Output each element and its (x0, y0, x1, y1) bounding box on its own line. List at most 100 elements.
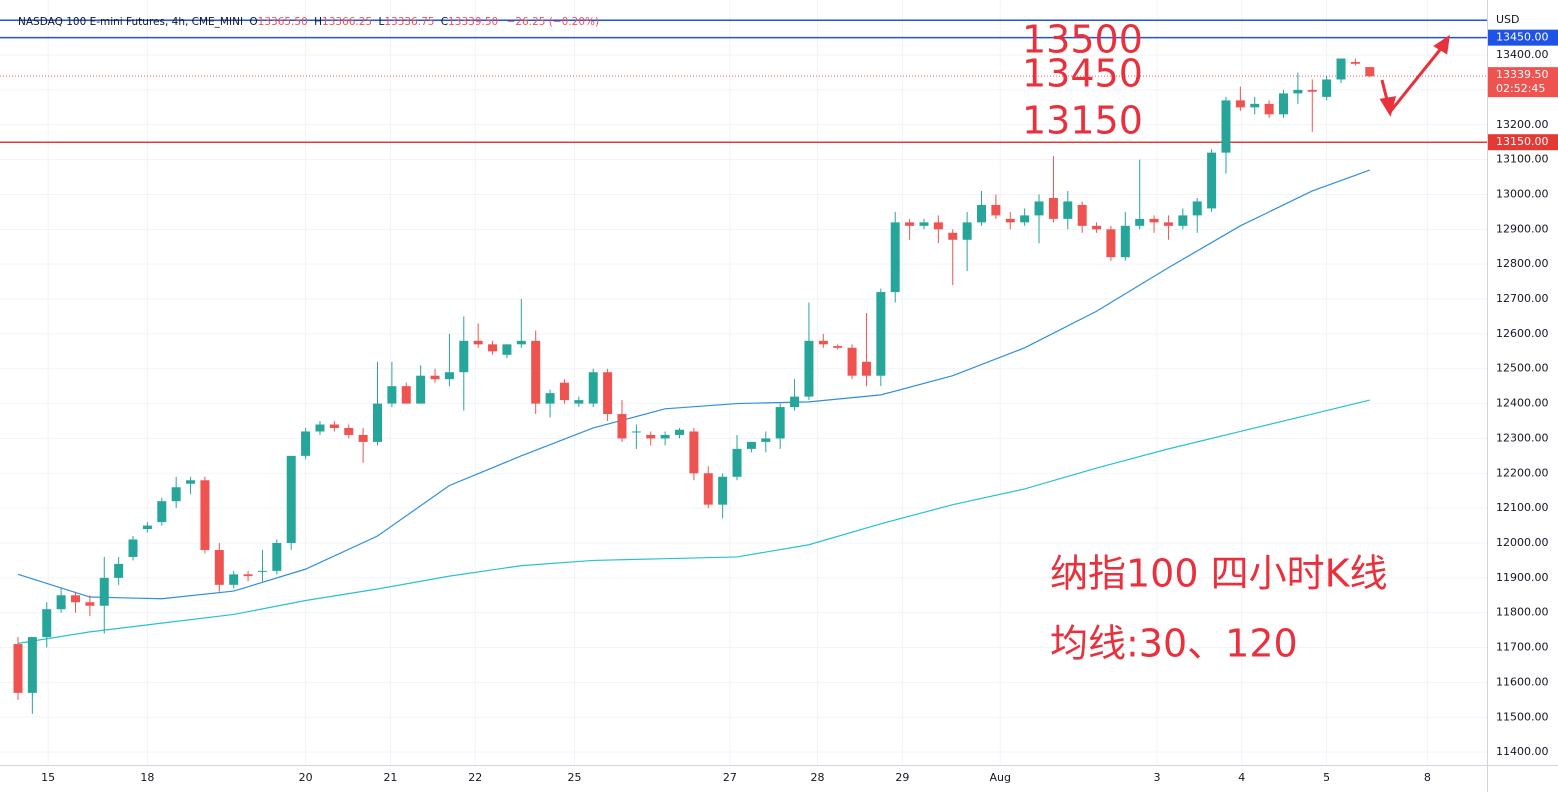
y-tick-label: 11500.00 (1496, 710, 1549, 723)
candle-body (1279, 93, 1289, 115)
y-tick-label: 12600.00 (1496, 327, 1549, 340)
o-value: 13365.50 (258, 16, 308, 28)
y-tick-label: 12400.00 (1496, 397, 1549, 410)
candle-body (114, 563, 124, 578)
candle-body (200, 480, 210, 550)
y-tick-label: 12100.00 (1496, 501, 1549, 514)
candle-body (272, 542, 282, 571)
symbol-name: NASDAQ 100 E-mini Futures, 4h, CME_MINI (18, 16, 243, 28)
candle-body (13, 644, 23, 693)
candle-body (1063, 201, 1073, 219)
candle-body (171, 487, 181, 502)
candle-body (732, 448, 742, 477)
x-tick-label: 18 (140, 771, 154, 784)
candle-body (775, 407, 785, 439)
candle-body (933, 222, 943, 230)
candle-body (718, 476, 728, 505)
y-tick-label: 12200.00 (1496, 466, 1549, 479)
candle-body (243, 574, 253, 577)
candle-body (675, 429, 685, 435)
legend: NASDAQ 100 E-mini Futures, 4h, CME_MINI … (18, 16, 599, 28)
candle-body (531, 340, 541, 404)
candle-body (71, 595, 81, 603)
annotation: 13150 (1022, 99, 1143, 143)
candle-body (689, 431, 699, 474)
candle-body (861, 361, 871, 376)
candle-body (588, 372, 598, 404)
candle-body (1048, 197, 1058, 219)
y-tick-label: 13000.00 (1496, 187, 1549, 200)
x-tick-label: 20 (299, 771, 313, 784)
candle-body (488, 344, 498, 352)
candle-body (516, 340, 526, 345)
x-tick-label: 28 (811, 771, 825, 784)
candle-body (876, 292, 886, 376)
h-value: 13366.25 (322, 16, 372, 28)
candle-body (1020, 215, 1030, 223)
candle-body (746, 441, 756, 449)
o-key: O (249, 16, 257, 28)
candle-body (1307, 89, 1317, 92)
candle-body (1178, 215, 1188, 226)
level-tag (1488, 29, 1558, 46)
candle-body (473, 340, 483, 345)
candle-body (1336, 58, 1346, 80)
candle-body (790, 396, 800, 408)
moving-average (17, 169, 1370, 600)
currency: USD (1496, 13, 1520, 26)
candle-body (1264, 103, 1274, 115)
candle-body (948, 232, 958, 240)
x-tick-label: 4 (1238, 771, 1245, 784)
x-tick-label: 5 (1323, 771, 1330, 784)
l-value: 13336.75 (384, 16, 434, 28)
x-tick-label: 3 (1153, 771, 1160, 784)
moving-average (17, 399, 1370, 644)
candle-body (286, 455, 296, 543)
y-tick-label: 12300.00 (1496, 431, 1549, 444)
marks (13, 58, 1375, 714)
candle-body (186, 480, 196, 484)
axis: 11400.00 11500.00 11600.00 11700.00 11800.00… (41, 29, 1558, 784)
y-tick-label: 12000.00 (1496, 536, 1549, 549)
candle-body (85, 602, 95, 606)
candle-body (962, 222, 972, 240)
candle-body (574, 400, 584, 404)
y-tick-label: 12900.00 (1496, 222, 1549, 235)
candle-body (1322, 79, 1332, 97)
candle-body (1092, 225, 1102, 230)
y-tick-label: 13200.00 (1496, 118, 1549, 131)
candle-body (1005, 218, 1015, 223)
last-price-tag (1488, 67, 1558, 98)
candle-body (991, 204, 1001, 216)
lines (0, 19, 1487, 644)
l-key: L (378, 16, 384, 28)
y-tick-label: 13400.00 (1496, 48, 1549, 61)
candle-body (833, 346, 843, 348)
candle-body (1034, 201, 1044, 216)
last-price-label: 13339.50 (1496, 68, 1549, 81)
candle-body (416, 375, 426, 404)
candle-body (617, 414, 627, 439)
candle-body (1221, 100, 1231, 153)
level-tag-label: 13450.00 (1496, 31, 1549, 44)
x-tick-label: 27 (723, 771, 737, 784)
candle-body (545, 393, 555, 404)
y-tick-label: 11700.00 (1496, 641, 1549, 654)
x-tick-label: 15 (41, 771, 55, 784)
candle-body (1192, 201, 1202, 216)
candle-body (1293, 89, 1303, 94)
candle-body (301, 431, 311, 456)
y-tick-label: 11900.00 (1496, 571, 1549, 584)
annotation: 纳指100 四小时K线 (1050, 552, 1388, 596)
candle-body (603, 372, 613, 415)
candle-body (804, 340, 814, 397)
change: −26.25 (−0.20%) (507, 16, 600, 28)
candle-body (1106, 229, 1116, 258)
candle-body (1120, 225, 1130, 258)
candle-body (1365, 67, 1375, 77)
candle-body (315, 424, 325, 432)
annotation: 13500 (1022, 18, 1143, 62)
annotation: 均线:30、120 (1050, 622, 1298, 666)
candle-body (99, 577, 109, 606)
